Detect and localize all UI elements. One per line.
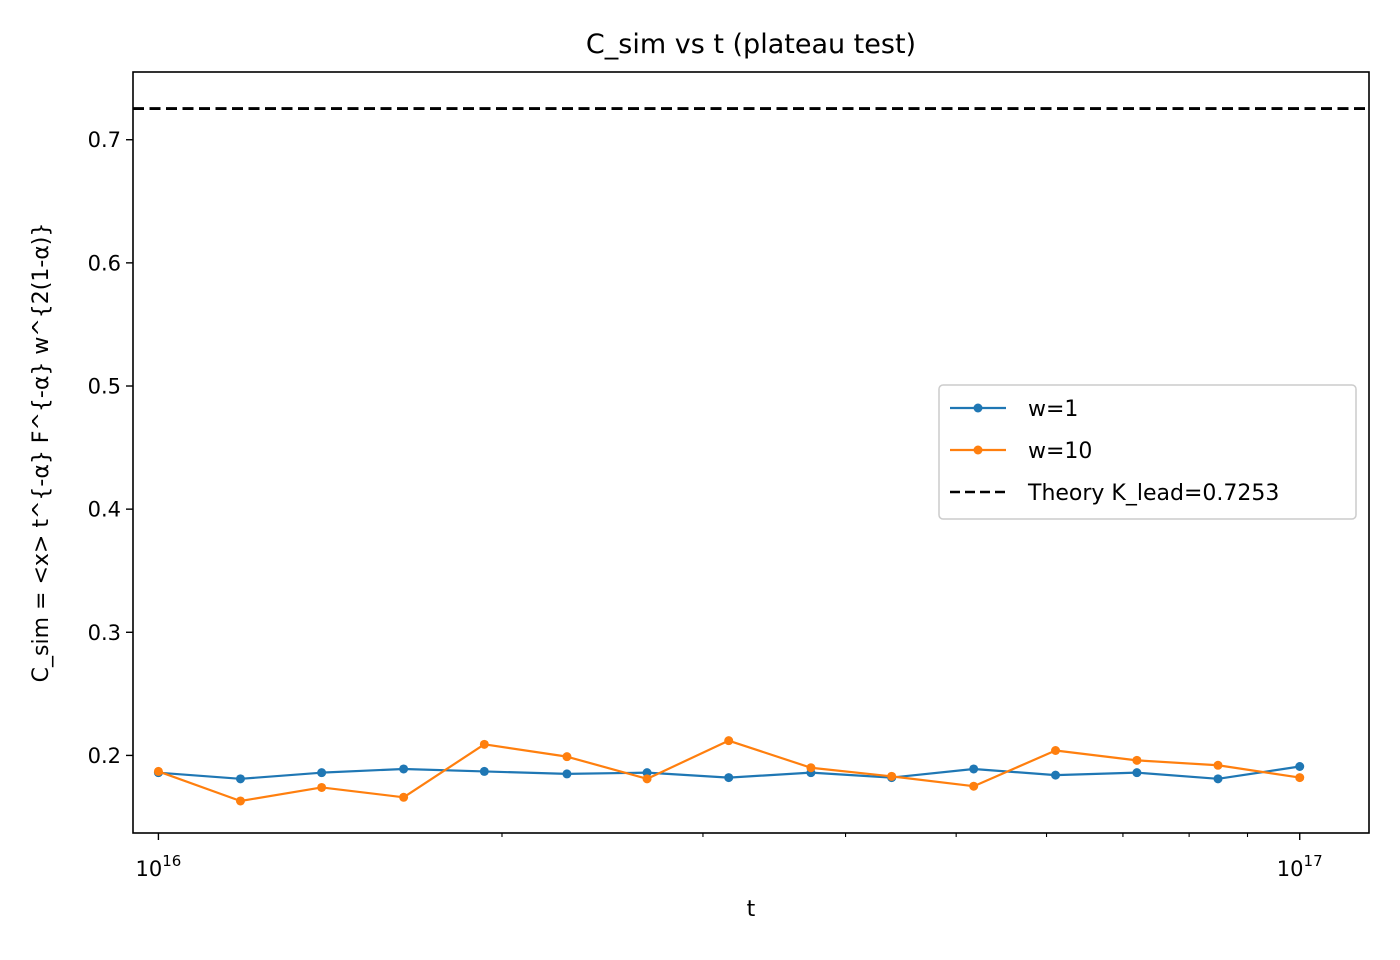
legend-label-theory: Theory K_lead=0.7253 [1027, 481, 1279, 506]
y-tick-label-4: 0.6 [88, 251, 121, 275]
x-tick-label-1: 1017 [1277, 852, 1323, 881]
data-point-w10-4 [479, 739, 489, 749]
x-tick-label-0: 1016 [136, 852, 182, 881]
legend-marker-w1 [973, 403, 983, 413]
legend-label-w10: w=10 [1028, 439, 1092, 464]
y-tick-label-5: 0.7 [88, 128, 121, 152]
data-point-w1-5 [562, 769, 572, 779]
legend-frame [938, 384, 1357, 520]
y-tick-label-0: 0.2 [88, 744, 121, 768]
data-point-w1-3 [399, 764, 409, 774]
data-point-w1-13 [1213, 774, 1223, 784]
data-point-w10-3 [399, 792, 409, 802]
legend-label-w1: w=1 [1028, 397, 1078, 422]
data-point-w10-6 [642, 774, 652, 784]
data-point-w10-7 [724, 736, 734, 746]
data-point-w10-5 [562, 752, 572, 762]
axes: 0.2 0.3 0.4 0.5 0.6 0.7 1016 1017 [88, 128, 1323, 881]
data-point-w1-14 [1295, 762, 1305, 771]
data-point-w1-10 [969, 764, 979, 774]
data-point-w1-6 [642, 768, 652, 778]
data-point-w10-1 [235, 796, 245, 806]
data-point-w10-0 [153, 766, 163, 776]
data-point-w10-13 [1213, 760, 1223, 770]
data-point-w1-1 [235, 774, 245, 784]
y-tick-label-1: 0.3 [88, 621, 121, 645]
plot-area [133, 107, 1369, 806]
data-point-w10-8 [806, 763, 816, 773]
data-point-w10-10 [969, 781, 979, 791]
plot-frame [132, 71, 1370, 834]
y-tick-label-3: 0.5 [88, 375, 121, 399]
legend: w=1 w=10 Theory K_lead=0.7253 [938, 384, 1357, 520]
data-point-w1-12 [1132, 768, 1142, 778]
data-point-w1-7 [724, 773, 734, 783]
y-tick-label-2: 0.4 [88, 498, 121, 522]
data-point-w1-4 [479, 766, 489, 776]
x-axis-label: t [747, 897, 756, 922]
legend-marker-w10 [973, 445, 983, 455]
chart-title: C_sim vs t (plateau test) [586, 29, 916, 60]
data-point-w10-9 [887, 771, 897, 781]
data-point-w1-11 [1051, 770, 1061, 780]
data-point-w10-11 [1051, 746, 1061, 755]
y-axis-label: C_sim = <x> t^{-α} F^{-α} w^{2(1-α)} [29, 223, 54, 683]
data-point-w1-2 [317, 768, 327, 778]
data-point-w10-14 [1295, 773, 1305, 783]
data-point-w10-12 [1132, 755, 1142, 765]
data-point-w10-2 [317, 782, 327, 792]
